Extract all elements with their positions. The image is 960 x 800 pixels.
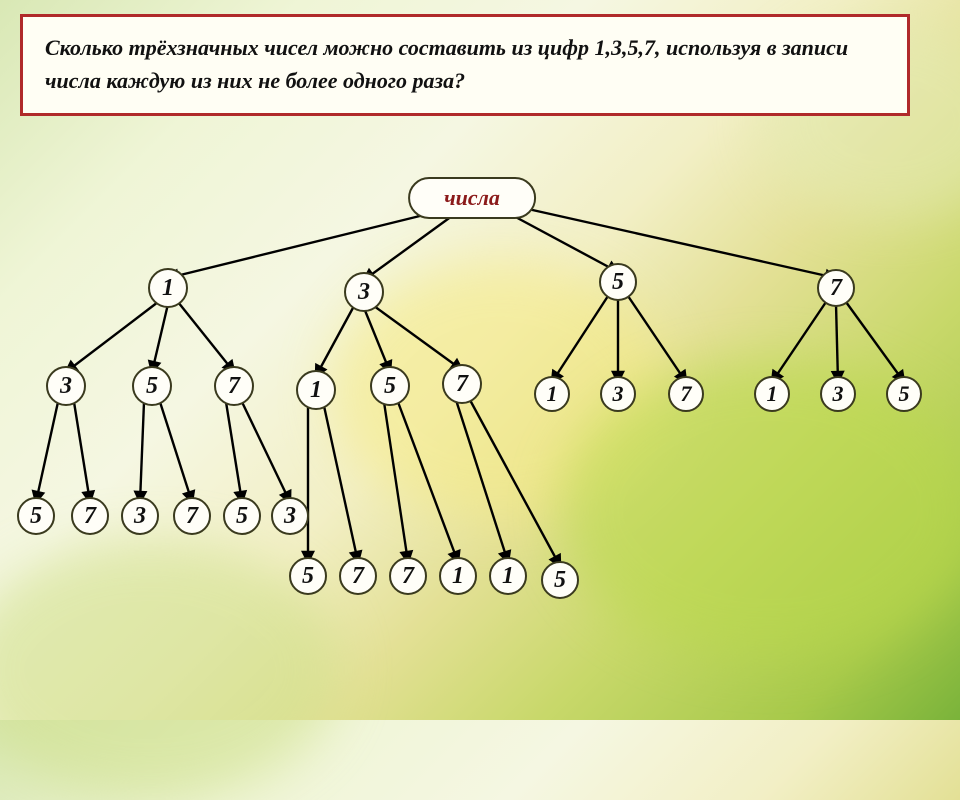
tree-node-label: 1 <box>162 275 174 302</box>
tree-node-l2: 1 <box>534 376 570 412</box>
tree-edge <box>528 209 836 278</box>
tree-node-label: 7 <box>456 371 468 398</box>
tree-node-l2: 3 <box>46 366 86 406</box>
tree-node-label: 7 <box>186 503 198 530</box>
tree-edge <box>36 402 58 502</box>
tree-node-l3: 5 <box>17 497 55 535</box>
tree-node-l2: 5 <box>370 366 410 406</box>
tree-edge <box>152 304 168 372</box>
tree-edge <box>226 402 242 502</box>
tree-node-label: 5 <box>30 503 42 530</box>
tree-node-label: 5 <box>554 567 566 594</box>
tree-node-l3: 3 <box>271 497 309 535</box>
tree-edge <box>66 302 158 372</box>
tree-node-l2: 1 <box>754 376 790 412</box>
tree-edge <box>552 296 608 382</box>
tree-node-label: 7 <box>681 381 692 407</box>
tree-edge <box>74 402 90 502</box>
tree-edge <box>316 306 354 376</box>
tree-node-label: 7 <box>830 275 842 302</box>
tree-node-l3: 1 <box>489 557 527 595</box>
tree-node-label: 1 <box>310 377 322 404</box>
tree-node-label: 1 <box>547 381 558 407</box>
tree-node-l3: 3 <box>121 497 159 535</box>
tree-node-l3: 5 <box>289 557 327 595</box>
tree-node-label: 5 <box>146 373 158 400</box>
tree-edge <box>178 302 234 372</box>
tree-node-label: 7 <box>352 563 364 590</box>
tree-node-label: 1 <box>767 381 778 407</box>
tree-edge <box>836 304 838 382</box>
tree-node-l3: 1 <box>439 557 477 595</box>
tree-edge <box>772 302 826 382</box>
tree-edge <box>168 213 432 278</box>
tree-node-label: 5 <box>384 373 396 400</box>
tree-node-l1: 1 <box>148 268 188 308</box>
tree-node-label: 3 <box>134 503 146 530</box>
tree-node-label: 7 <box>228 373 240 400</box>
tree-node-label: 7 <box>84 503 96 530</box>
tree-edge <box>384 402 408 562</box>
root-label: числа <box>444 185 500 210</box>
tree-node-label: 1 <box>502 563 514 590</box>
tree-node-l3: 5 <box>541 561 579 599</box>
tree-node-label: 5 <box>612 269 624 296</box>
tree-node-l3: 7 <box>71 497 109 535</box>
tree-edge <box>324 406 358 562</box>
tree-edge <box>510 214 618 272</box>
tree-node-label: 3 <box>833 381 844 407</box>
tree-node-l2: 7 <box>668 376 704 412</box>
tree-node-l3: 7 <box>173 497 211 535</box>
tree-edge <box>398 402 458 562</box>
tree-node-l2: 5 <box>132 366 172 406</box>
tree-node-l2: 1 <box>296 370 336 410</box>
tree-edges <box>0 0 960 720</box>
tree-edge <box>374 306 462 370</box>
tree-node-l3: 7 <box>389 557 427 595</box>
tree-node-label: 3 <box>60 373 72 400</box>
tree-node-label: 1 <box>452 563 464 590</box>
tree-node-l1: 3 <box>344 272 384 312</box>
tree-node-label: 5 <box>899 381 910 407</box>
tree-node-l3: 7 <box>339 557 377 595</box>
tree-edge <box>846 302 904 382</box>
tree-edge <box>140 402 144 502</box>
tree-node-label: 3 <box>358 279 370 306</box>
tree-node-l1: 5 <box>599 263 637 301</box>
tree-edge <box>628 296 686 382</box>
tree-node-l2: 7 <box>214 366 254 406</box>
tree-node-l1: 7 <box>817 269 855 307</box>
tree-node-label: 3 <box>613 381 624 407</box>
tree-node-l2: 7 <box>442 364 482 404</box>
tree-edge <box>160 402 192 502</box>
tree-node-label: 3 <box>284 503 296 530</box>
root-node: числа <box>408 177 536 219</box>
tree-edge <box>364 308 390 372</box>
tree-node-label: 7 <box>402 563 414 590</box>
tree-node-l2: 5 <box>886 376 922 412</box>
tree-node-label: 5 <box>302 563 314 590</box>
tree-node-label: 5 <box>236 503 248 530</box>
tree-node-l2: 3 <box>820 376 856 412</box>
tree-node-l3: 5 <box>223 497 261 535</box>
tree-edge <box>242 402 290 502</box>
tree-node-l2: 3 <box>600 376 636 412</box>
